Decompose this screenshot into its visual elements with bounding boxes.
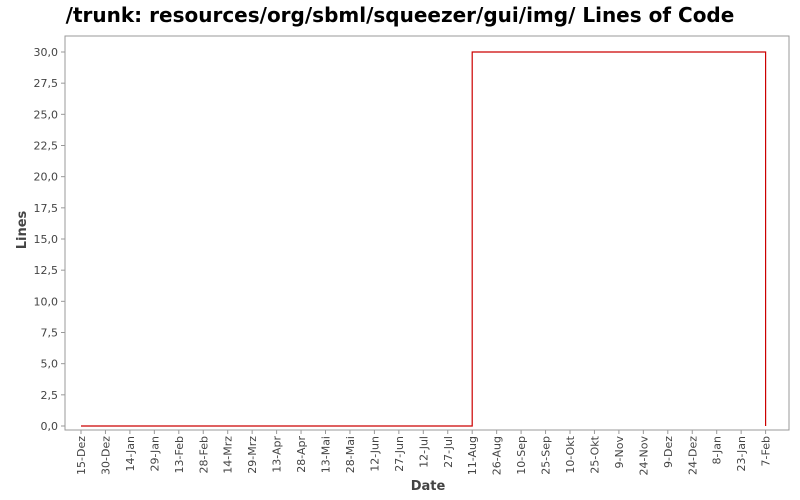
x-tick-label: 25-Okt <box>588 435 601 473</box>
x-tick-label: 27-Jul <box>442 436 455 468</box>
x-axis: 15-Dez 30-Dez 14-Jan 29-Jan 13-Feb 28-Feb 14-M… <box>75 430 773 475</box>
x-tick-label: 29-Mrz <box>246 436 259 474</box>
y-tick-label: 12,5 <box>34 264 59 277</box>
y-tick-label: 20,0 <box>34 171 59 184</box>
x-axis-label: Date <box>411 479 446 494</box>
y-tick-label: 2,5 <box>41 389 59 402</box>
x-tick-label: 12-Jul <box>417 436 430 468</box>
chart-title: /trunk: resources/org/sbml/squeezer/gui/… <box>66 3 735 27</box>
y-tick-label: 7,5 <box>41 327 59 340</box>
x-tick-label: 28-Apr <box>295 436 308 473</box>
x-tick-label: 14-Mrz <box>222 436 235 474</box>
x-tick-label: 13-Feb <box>173 436 186 473</box>
y-tick-label: 15,0 <box>34 233 59 246</box>
y-tick-label: 30,0 <box>34 46 59 59</box>
x-tick-label: 15-Dez <box>75 436 88 475</box>
x-tick-label: 10-Okt <box>564 435 577 473</box>
x-tick-label: 9-Dez <box>662 436 675 468</box>
y-tick-label: 5,0 <box>41 358 59 371</box>
x-tick-label: 14-Jan <box>124 436 137 472</box>
x-tick-label: 11-Aug <box>466 436 479 475</box>
y-tick-label: 10,0 <box>34 295 59 308</box>
x-tick-label: 13-Apr <box>271 436 284 473</box>
y-tick-label: 27,5 <box>34 77 59 90</box>
series-layer <box>81 51 767 427</box>
x-tick-label: 24-Nov <box>637 436 650 476</box>
x-tick-label: 8-Jan <box>711 436 724 465</box>
x-tick-label: 27-Jun <box>393 436 406 472</box>
x-tick-label: 10-Sep <box>515 436 528 475</box>
y-tick-label: 0,0 <box>41 420 59 433</box>
x-tick-label: 12-Jun <box>368 436 381 472</box>
x-tick-label: 23-Jan <box>735 436 748 472</box>
x-tick-label: 9-Nov <box>613 436 626 469</box>
y-tick-label: 17,5 <box>34 202 59 215</box>
y-tick-label: 22,5 <box>34 140 59 153</box>
x-tick-label: 29-Jan <box>148 436 161 472</box>
x-tick-label: 7-Feb <box>760 436 773 466</box>
plot-area <box>64 35 790 431</box>
y-axis: 0,0 2,5 5,0 7,5 10,0 12,5 15,0 17,5 20,0 22,5 25,0… <box>34 46 65 433</box>
y-tick-label: 25,0 <box>34 108 59 121</box>
x-tick-label: 30-Dez <box>99 436 112 475</box>
x-tick-label: 13-Mai <box>320 436 333 473</box>
x-tick-label: 24-Dez <box>686 436 699 475</box>
x-tick-label: 25-Sep <box>540 436 553 475</box>
x-tick-label: 26-Aug <box>491 436 504 475</box>
y-axis-label: Lines <box>15 210 30 249</box>
series-line <box>81 51 767 427</box>
x-tick-label: 28-Mai <box>344 436 357 473</box>
x-tick-label: 28-Feb <box>197 436 210 473</box>
